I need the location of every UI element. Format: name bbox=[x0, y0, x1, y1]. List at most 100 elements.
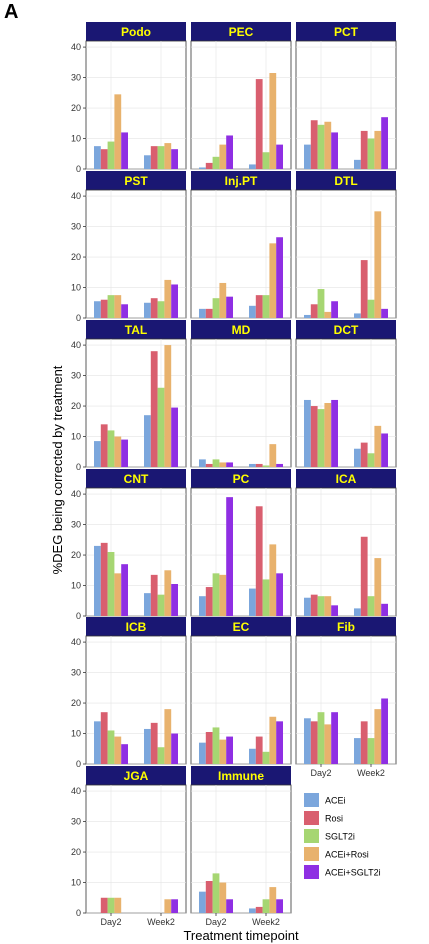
facet-strip bbox=[296, 617, 396, 636]
bar-acei-sglt2i-week2 bbox=[381, 433, 388, 467]
bar-acei-rosi-day2 bbox=[114, 94, 122, 169]
bar-acei-sglt2i-day2 bbox=[121, 564, 128, 616]
panel-letter: A bbox=[4, 1, 18, 23]
bar-acei-sglt2i-day2 bbox=[331, 132, 338, 169]
facet-title: Fib bbox=[337, 620, 355, 634]
facet-inj-pt: Inj.PT bbox=[190, 171, 292, 319]
bar-sglt2i-week2 bbox=[157, 594, 165, 616]
facet-jga: JGA 0 10 20 30 40 Day2 Week2 bbox=[71, 766, 187, 927]
bar-acei-rosi-week2 bbox=[269, 544, 277, 616]
bar-acei-sglt2i-day2 bbox=[121, 439, 128, 467]
bar-acei-rosi-week2 bbox=[374, 211, 382, 318]
bar-sglt2i-day2 bbox=[317, 712, 325, 764]
facet-title: Immune bbox=[218, 769, 264, 783]
y-tick-label: 30 bbox=[71, 520, 81, 530]
bar-acei-week2 bbox=[249, 305, 256, 318]
facet-title: PCT bbox=[334, 25, 359, 39]
bar-acei-sglt2i-week2 bbox=[171, 149, 178, 169]
bar-acei-day2 bbox=[304, 144, 311, 169]
bar-sglt2i-day2 bbox=[317, 289, 325, 318]
bar-acei-rosi-week2 bbox=[269, 243, 277, 318]
bar-acei-week2 bbox=[354, 608, 361, 616]
y-tick-label: 0 bbox=[76, 611, 81, 621]
legend: ACEi Rosi SGLT2i ACEi+Rosi ACEi+SGLT2i bbox=[304, 793, 381, 879]
bar-acei-day2 bbox=[94, 301, 101, 318]
bar-acei-week2 bbox=[249, 164, 256, 169]
legend-swatch-sglt2i bbox=[304, 829, 319, 843]
y-tick-label: 30 bbox=[71, 817, 81, 827]
bar-acei-rosi-day2 bbox=[324, 121, 332, 169]
facet-title: PST bbox=[124, 174, 148, 188]
bar-sglt2i-week2 bbox=[262, 579, 270, 616]
bar-acei-sglt2i-day2 bbox=[226, 497, 233, 616]
bar-acei-sglt2i-day2 bbox=[226, 736, 233, 764]
x-tick-label: Day2 bbox=[205, 917, 226, 927]
bar-acei-rosi-week2 bbox=[374, 709, 382, 764]
bar-acei-rosi-day2 bbox=[219, 739, 227, 764]
bar-acei-rosi-week2 bbox=[164, 709, 172, 764]
bar-acei-week2 bbox=[354, 159, 361, 169]
y-tick-label: 40 bbox=[71, 489, 81, 499]
bar-rosi-day2 bbox=[310, 721, 318, 764]
bar-acei-rosi-day2 bbox=[219, 144, 227, 169]
facet-title: DTL bbox=[334, 174, 357, 188]
bar-acei-week2 bbox=[144, 593, 151, 616]
bar-acei-rosi-week2 bbox=[164, 279, 172, 318]
legend-label-sglt2i: SGLT2i bbox=[325, 832, 355, 842]
bar-acei-sglt2i-week2 bbox=[276, 144, 283, 169]
bar-sglt2i-week2 bbox=[157, 301, 165, 318]
bar-acei-sglt2i-day2 bbox=[121, 304, 128, 318]
bar-rosi-day2 bbox=[100, 897, 108, 913]
facet-panel-border bbox=[85, 784, 187, 914]
facet-title: PEC bbox=[229, 25, 254, 39]
bar-acei-sglt2i-week2 bbox=[171, 733, 178, 764]
bar-acei-rosi-week2 bbox=[269, 887, 277, 913]
bar-acei-day2 bbox=[199, 308, 206, 318]
bar-acei-day2 bbox=[304, 718, 311, 764]
bar-acei-rosi-day2 bbox=[114, 436, 122, 467]
bar-acei-day2 bbox=[199, 167, 206, 169]
y-tick-label: 20 bbox=[71, 550, 81, 560]
facet-strip bbox=[191, 320, 291, 339]
bar-acei-week2 bbox=[354, 738, 361, 764]
bar-sglt2i-week2 bbox=[367, 738, 375, 764]
bar-acei-sglt2i-week2 bbox=[171, 899, 178, 913]
facet-md: MD bbox=[190, 320, 292, 468]
facet-strip bbox=[86, 617, 186, 636]
bar-acei-sglt2i-day2 bbox=[331, 605, 338, 616]
bar-rosi-day2 bbox=[205, 162, 213, 169]
y-tick-label: 10 bbox=[71, 432, 81, 442]
bar-sglt2i-week2 bbox=[262, 899, 270, 913]
bar-acei-rosi-day2 bbox=[324, 596, 332, 616]
bar-rosi-week2 bbox=[255, 463, 263, 467]
facet-icb: ICB 0 10 20 30 40 bbox=[71, 617, 187, 769]
bar-rosi-day2 bbox=[205, 732, 213, 764]
bar-acei-week2 bbox=[144, 728, 151, 764]
bar-acei-day2 bbox=[94, 441, 101, 467]
bar-acei-sglt2i-day2 bbox=[331, 712, 338, 764]
bar-acei-week2 bbox=[249, 463, 256, 467]
facet-podo: Podo 0 10 20 30 40 bbox=[71, 22, 187, 174]
bar-acei-day2 bbox=[199, 742, 206, 764]
bar-rosi-day2 bbox=[310, 304, 318, 318]
bar-acei-sglt2i-day2 bbox=[121, 132, 128, 169]
bar-acei-week2 bbox=[144, 415, 151, 467]
bar-rosi-day2 bbox=[100, 712, 108, 764]
facet-dct: DCT bbox=[295, 320, 397, 468]
facet-panels: Podo 0 10 20 30 40 PEC PCT PST 0 10 20 30 40 Inj.PT DTL… bbox=[71, 22, 397, 927]
bar-sglt2i-day2 bbox=[212, 727, 220, 764]
bar-sglt2i-day2 bbox=[212, 459, 220, 467]
bar-acei-rosi-day2 bbox=[324, 724, 332, 764]
bar-acei-sglt2i-week2 bbox=[276, 463, 283, 467]
bar-acei-sglt2i-week2 bbox=[276, 573, 283, 616]
bar-sglt2i-week2 bbox=[262, 152, 270, 169]
bar-acei-rosi-week2 bbox=[269, 444, 277, 467]
facet-fib: Fib Day2 Week2 bbox=[295, 617, 397, 778]
legend-label-acei: ACEi bbox=[325, 796, 346, 806]
bar-acei-sglt2i-day2 bbox=[226, 296, 233, 318]
bar-acei-day2 bbox=[94, 146, 101, 169]
facet-ec: EC bbox=[190, 617, 292, 765]
bar-acei-sglt2i-week2 bbox=[276, 237, 283, 318]
bar-acei-rosi-day2 bbox=[219, 574, 227, 616]
bar-acei-sglt2i-week2 bbox=[276, 899, 283, 913]
